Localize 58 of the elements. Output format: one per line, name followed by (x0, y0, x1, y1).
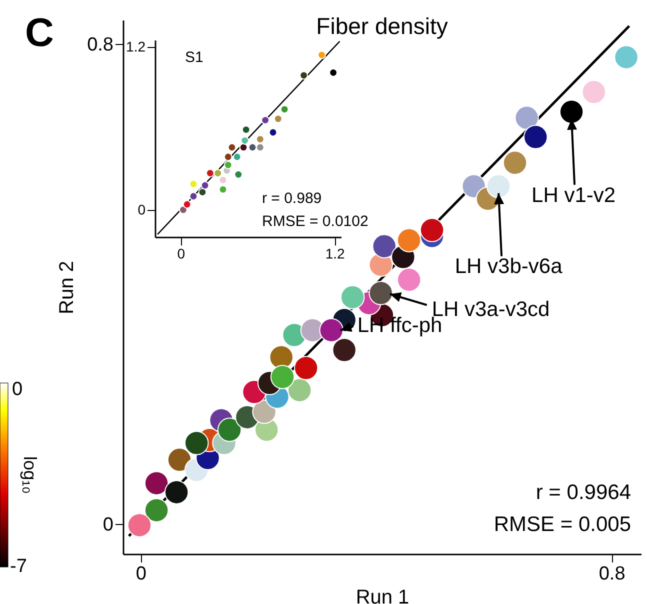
point (514, 106, 539, 130)
y-axis-title: Run 2 (56, 260, 78, 314)
annotation: LH v3b-v6a (454, 255, 563, 278)
point (217, 418, 242, 442)
point (396, 268, 422, 292)
x-axis-title: Run 1 (356, 586, 410, 604)
point (368, 280, 393, 306)
point (214, 168, 222, 178)
point (200, 181, 210, 190)
point (234, 170, 243, 179)
point (240, 136, 249, 145)
point (300, 71, 308, 80)
point (164, 480, 189, 504)
text: C (25, 11, 54, 55)
point (294, 356, 318, 380)
chart-title: Fiber density (316, 13, 448, 39)
point (287, 378, 312, 402)
point (198, 188, 207, 196)
point (224, 160, 232, 170)
annotation: r = 0.989 (262, 190, 322, 207)
annotation: LH v1-v2 (532, 184, 616, 207)
point (420, 218, 444, 242)
point (559, 100, 584, 124)
point (372, 234, 396, 258)
annotation: RMSE = 0.005 (494, 513, 631, 536)
point (261, 116, 270, 124)
text: 0 (12, 379, 23, 400)
point (189, 180, 198, 188)
point (524, 124, 548, 150)
point (582, 80, 606, 104)
point (184, 430, 209, 456)
text: -7 (10, 556, 27, 578)
annotation: S1 (185, 49, 204, 66)
point (318, 50, 326, 60)
annotation: r = 0.9964 (536, 481, 632, 504)
point (274, 114, 282, 123)
point (218, 176, 228, 184)
point (396, 228, 422, 252)
point (224, 152, 232, 162)
point (502, 150, 528, 175)
point (144, 498, 169, 522)
point (144, 471, 169, 496)
point (614, 45, 638, 70)
point (340, 285, 365, 310)
point (127, 513, 152, 538)
color-bar-title: log₁₀ (20, 456, 40, 494)
point (280, 105, 289, 114)
point (182, 200, 192, 209)
point (189, 192, 198, 200)
point (167, 448, 192, 472)
point (270, 364, 295, 390)
point (319, 318, 344, 342)
annotation: RMSE = 0.0102 (262, 213, 368, 230)
point (218, 185, 228, 194)
point (486, 174, 511, 198)
point (206, 168, 214, 178)
point (332, 338, 356, 362)
point (268, 128, 278, 137)
